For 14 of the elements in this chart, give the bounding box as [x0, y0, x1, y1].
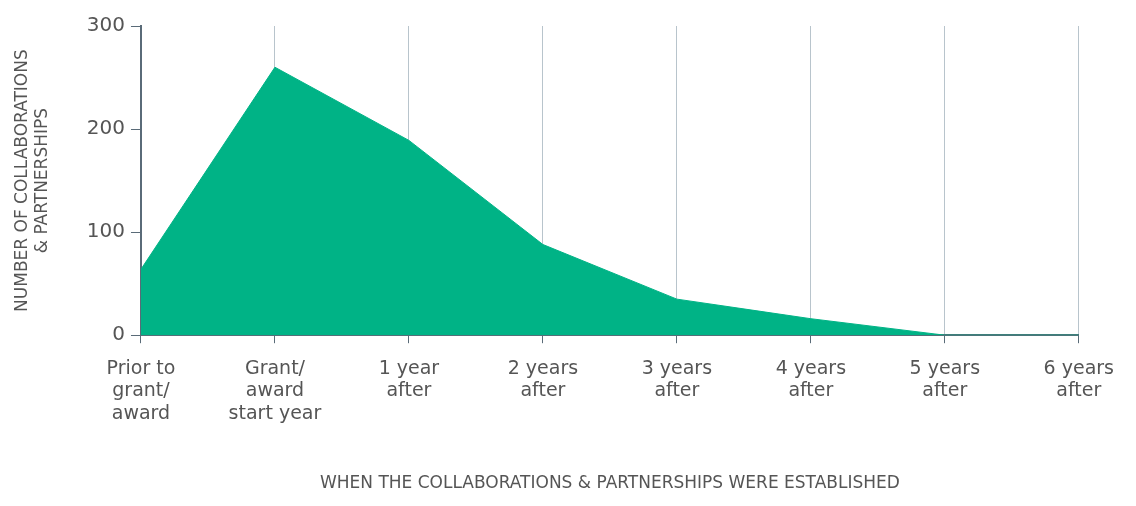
y-tick-label: 200 [86, 115, 125, 140]
x-tick-label: 1 year after [378, 355, 440, 401]
x-tick-label: 4 years after [775, 355, 847, 401]
x-tick-label: 2 years after [507, 355, 579, 401]
y-tick-label: 100 [86, 218, 125, 243]
x-tick-label: 6 years after [1043, 355, 1114, 401]
x-tick-label: 5 years after [909, 355, 981, 401]
y-axis-title: NUMBER OF COLLABORATIONS & PARTNERSHIPS [10, 49, 52, 312]
x-tick-label: Prior to grant/award [106, 355, 176, 424]
y-tick-label: 300 [86, 12, 125, 37]
x-tick-label: Grant/award start year [228, 355, 322, 424]
y-tick-label: 0 [112, 321, 125, 346]
x-tick-label: 3 years after [641, 355, 713, 401]
x-axis-title: WHEN THE COLLABORATIONS & PARTNERSHIPS WERE ESTABLISHED [319, 472, 900, 493]
